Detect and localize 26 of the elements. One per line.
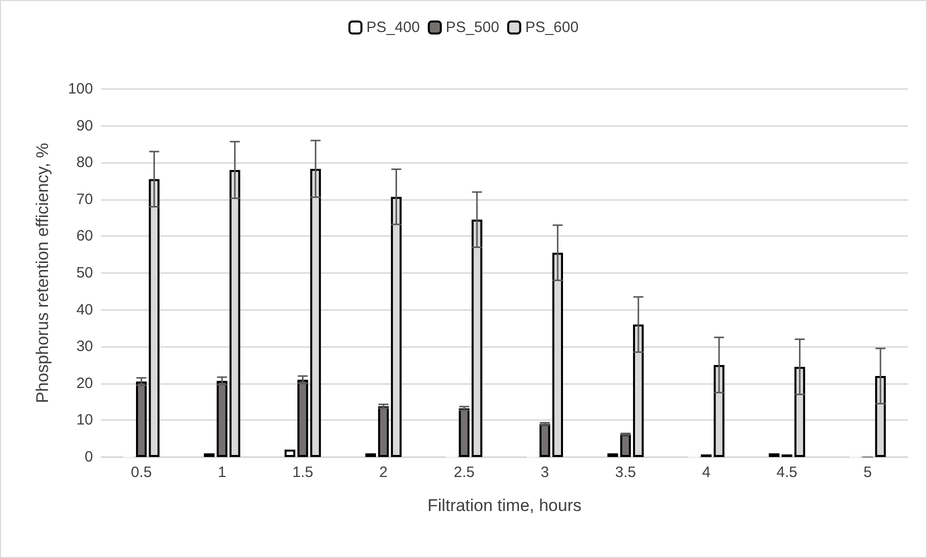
x-tick-label: 2: [379, 464, 388, 481]
y-tick-label: 20: [76, 374, 93, 392]
x-tick-label: 4: [702, 464, 710, 481]
legend-label: PS_500: [446, 19, 500, 36]
y-tick-label: 0: [84, 448, 93, 466]
x-tick-label: 3: [540, 464, 550, 481]
y-tick-label: 50: [76, 264, 93, 282]
y-axis-title: Phosphorus retention efficiency, %: [33, 142, 52, 404]
legend-label: PS_600: [525, 19, 579, 36]
y-tick-label: 60: [76, 228, 93, 245]
x-tick-label: 0.5: [130, 464, 152, 481]
x-tick-label: 2.5: [454, 464, 475, 481]
legend-label: PS_400: [366, 19, 420, 36]
x-tick-label: 5: [863, 464, 872, 481]
y-tick-label: 40: [76, 301, 93, 318]
x-tick-label: 1.5: [292, 464, 314, 481]
x-tick-label: 3.5: [615, 464, 636, 481]
y-tick-label: 80: [76, 154, 93, 172]
y-tick-label: 100: [68, 80, 93, 98]
y-tick-label: 70: [76, 190, 93, 208]
y-tick-label: 30: [76, 338, 93, 356]
x-axis-title: Filtration time, hours: [428, 496, 582, 515]
x-tick-label: 1: [218, 464, 226, 481]
y-tick-label: 90: [76, 117, 93, 134]
y-tick-label: 10: [76, 412, 93, 429]
x-tick-label: 4.5: [776, 464, 798, 481]
